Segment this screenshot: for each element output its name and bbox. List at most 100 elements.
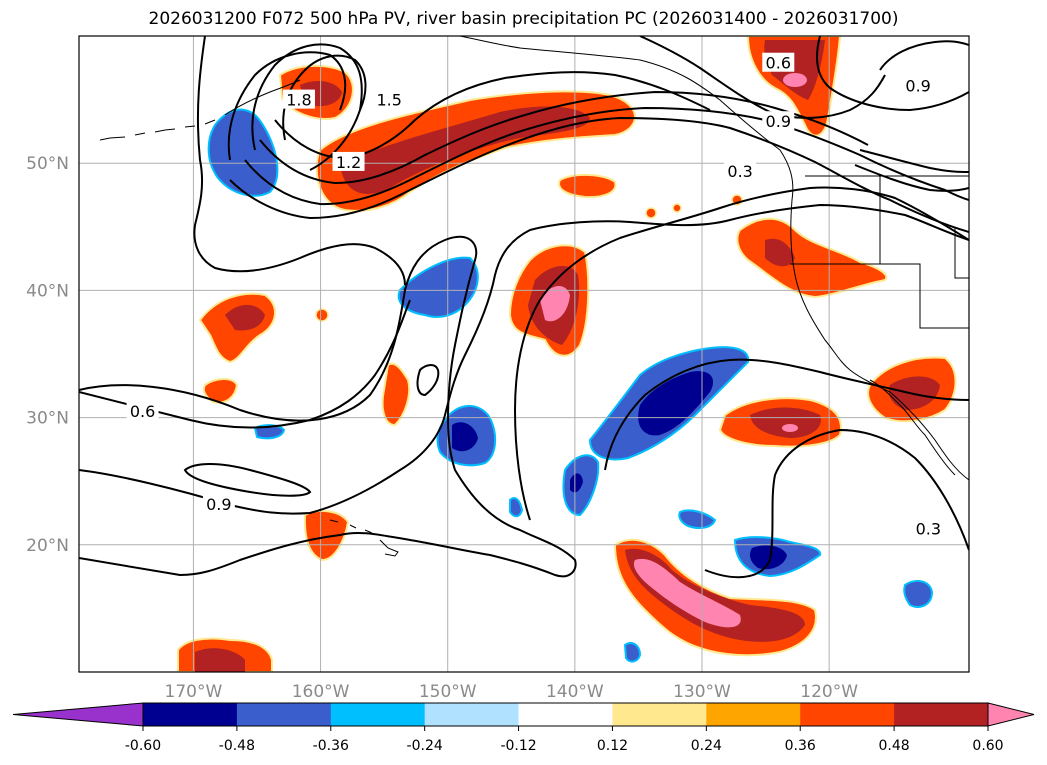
pv-contour-central-ridge xyxy=(513,186,969,521)
pv-contour-south xyxy=(604,358,969,471)
lon-tick-label: 170°W xyxy=(165,682,223,702)
colorbar-tick-label: -0.12 xyxy=(500,738,536,754)
coastlines xyxy=(99,36,969,557)
negative-anomaly-tropic-east-core xyxy=(750,545,787,570)
map-gridlines xyxy=(79,36,969,672)
positive-anomaly-north-peak xyxy=(783,73,807,87)
state-border-3 xyxy=(954,228,969,279)
pv-contour-jet-2 xyxy=(244,106,969,206)
colorbar-tick-label: -0.36 xyxy=(313,738,349,754)
contour-label-bg xyxy=(912,518,945,538)
contour-label-bg xyxy=(762,52,795,72)
pv-contour-north-2 xyxy=(816,36,969,112)
colorbar-tick-label: 0.48 xyxy=(879,738,910,754)
negative-anomaly-small-3 xyxy=(903,579,934,608)
negative-anomaly-mid xyxy=(397,256,479,318)
pv-contour-north-5 xyxy=(859,149,969,173)
colorbar: -0.60 -0.48 -0.36 -0.24 -0.12 0.12 0.24 0.36 0.4… xyxy=(12,702,1035,754)
colorbar-tick-label: -0.60 xyxy=(125,738,161,754)
lat-tick-label: 50°N xyxy=(26,154,69,174)
colorbar-frame xyxy=(142,702,989,727)
map-frame xyxy=(78,35,970,673)
colorbar-bin xyxy=(800,703,895,726)
negative-anomaly-small-5 xyxy=(623,642,642,663)
negative-anomaly-north-west xyxy=(207,108,279,197)
lat-tick-label: 30°N xyxy=(26,409,69,429)
negative-anomaly-diagonal-tail-core xyxy=(570,473,583,493)
positive-anomaly-small-1 xyxy=(558,174,617,199)
colorbar-tick-label: -0.48 xyxy=(219,738,255,754)
alaska-peninsula xyxy=(224,79,301,116)
aleutian-islands xyxy=(99,119,216,141)
colorbar-tick-label: 0.24 xyxy=(691,738,722,754)
negative-anomaly-small-2 xyxy=(678,509,717,529)
lon-tick-label: 130°W xyxy=(673,682,731,702)
positive-anomaly-pnw-core xyxy=(765,238,795,267)
pv-contour-label: 0.9 xyxy=(206,495,231,514)
positive-anomaly-tropic-peak xyxy=(633,558,741,628)
negative-anomaly-small-4 xyxy=(509,497,524,518)
pv-contour-label: 1.5 xyxy=(377,91,402,110)
positive-anomaly-dot-2 xyxy=(672,203,682,213)
contour-label-bg xyxy=(373,89,406,109)
positive-anomaly-west-small xyxy=(202,378,239,404)
baja-coastline xyxy=(869,379,956,476)
pv-contour-0.3 xyxy=(79,235,577,578)
colorbar-under-extension xyxy=(12,702,144,727)
colorbar-bin xyxy=(330,703,426,726)
pv-contour-label: 0.3 xyxy=(916,519,941,538)
pv-contour-south-2 xyxy=(704,428,969,579)
colorbar-bin xyxy=(612,703,707,726)
map-title: 2026031200 F072 500 hPa PV, river basin … xyxy=(148,9,899,29)
positive-anomaly-central-peak xyxy=(540,285,570,322)
positive-anomaly-southwest-core xyxy=(195,648,245,672)
pv-contour-jet-3 xyxy=(259,90,869,185)
hawaii-islands xyxy=(329,519,399,557)
colorbar-bin xyxy=(894,703,989,726)
positive-anomaly-west-core xyxy=(225,304,265,331)
pv-contour-label: 0.3 xyxy=(727,162,752,181)
pv-contour-north-4 xyxy=(854,164,969,192)
lon-tick-label: 120°W xyxy=(800,682,858,702)
contour-label-bg xyxy=(762,111,795,131)
map-plot-area: 0.6 0.9 0.9 0.3 1.8 1.5 1.2 0.6 0.9 0.3 xyxy=(78,35,970,673)
pv-contour-mid-west xyxy=(416,364,440,397)
lon-tick-label: 160°W xyxy=(292,682,350,702)
colorbar-tick-label: 0.12 xyxy=(597,738,628,754)
pv-contour-1.5 xyxy=(251,43,363,171)
colorbar-tick-label: -0.24 xyxy=(407,738,443,754)
positive-anomaly-dot-1 xyxy=(645,207,657,219)
negative-anomaly-small-1 xyxy=(253,424,286,440)
positive-anomaly-subtropic-core xyxy=(750,407,821,438)
pv-contour-label: 1.8 xyxy=(286,91,311,110)
positive-anomaly-dot-3 xyxy=(315,308,329,322)
pv-contour-label: 0.9 xyxy=(766,112,791,131)
contour-label-bg xyxy=(902,75,935,95)
pv-contour-labels: 0.6 0.9 0.9 0.3 1.8 1.5 1.2 0.6 0.9 0.3 xyxy=(126,52,945,538)
state-border-1 xyxy=(790,263,969,329)
colorbar-bin xyxy=(424,703,520,726)
pv-contour-north-3 xyxy=(879,40,969,71)
positive-anomaly-thin xyxy=(381,362,411,427)
north-america-coastline xyxy=(459,36,969,481)
map-axis-ticks: 170°W 160°W 150°W 140°W 130°W 120°W 50°N 40°N 30… xyxy=(26,154,858,702)
pv-contour-label: 0.6 xyxy=(130,402,155,421)
contour-label-bg xyxy=(332,151,365,171)
pv-contours xyxy=(79,36,969,579)
positive-anomaly-subtropic-peak xyxy=(782,424,798,432)
pv-contour-0.9-loop xyxy=(183,463,312,497)
pv-contour-0.3-north xyxy=(193,36,406,286)
pv-contour-jet-1 xyxy=(229,116,969,233)
positive-anomaly-pnw xyxy=(736,217,888,299)
colorbar-tick-label: 0.60 xyxy=(972,738,1003,754)
pv-contour-label: 1.2 xyxy=(336,153,361,172)
colorbar-bin xyxy=(236,703,332,726)
lon-tick-label: 140°W xyxy=(546,682,604,702)
negative-anomaly-central-south-core xyxy=(452,422,478,452)
contour-label-bg xyxy=(202,494,235,514)
colorbar-bin xyxy=(706,703,801,726)
colorbar-bin xyxy=(143,703,238,726)
positive-anomaly-tropic-core xyxy=(625,548,805,642)
colorbar-tick-label: 0.36 xyxy=(785,738,816,754)
pv-contour-0.6-long xyxy=(79,203,969,515)
